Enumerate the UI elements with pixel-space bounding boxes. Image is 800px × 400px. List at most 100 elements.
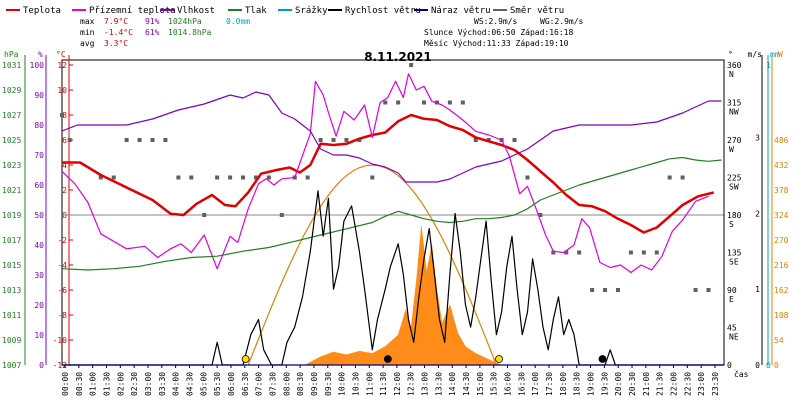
wind-dir-point — [253, 175, 258, 180]
wind-dir-point — [551, 250, 556, 255]
chart-title: 8.11.2021 — [364, 50, 432, 64]
x-tick-label: 13:00 — [421, 372, 430, 396]
deg-tick-label: 180 — [727, 211, 742, 220]
wind-dir-point — [693, 288, 698, 292]
event-marker — [495, 355, 503, 363]
series-line-p-zemn-teplota — [61, 73, 709, 274]
stats-panel: max 7.9°C 91% 1024hPa 0.0mm min -1.4°C 6… — [80, 17, 250, 48]
wind-dir-point — [577, 250, 582, 255]
x-tick-label: 08:30 — [296, 372, 305, 396]
wind-dir-point — [189, 175, 194, 180]
w-tick-label: 324 — [774, 211, 789, 220]
wind-dir-point — [60, 113, 64, 117]
temp-tick-label: 8 — [62, 111, 67, 120]
temp-tick-label: -8 — [57, 311, 67, 320]
stat-min-label: min — [80, 28, 95, 37]
x-tick-label: 15:00 — [476, 372, 485, 396]
pct-tick-label: 90 — [34, 91, 44, 100]
stat-min-press: 1014.8hPa — [168, 28, 212, 37]
x-tick-label: 17:30 — [545, 372, 554, 396]
wind-dir-point — [628, 250, 633, 255]
stat-max-label: max — [80, 17, 95, 26]
deg-tick-label: 225 — [727, 174, 742, 183]
x-tick-label: 10:30 — [351, 372, 360, 396]
x-tick-label: 12:30 — [407, 372, 416, 396]
wind-wg: WG:2.9m/s — [540, 17, 584, 26]
deg-dir-label: NW — [729, 108, 739, 117]
wind-dir-point — [654, 250, 659, 255]
wind-dir-point — [590, 288, 595, 292]
w-tick-label: 0 — [774, 361, 779, 370]
wind-dir-point — [370, 175, 375, 180]
deg-tick-label: 45 — [727, 324, 737, 333]
wind-dir-point — [603, 288, 608, 292]
x-tick-label: 08:00 — [282, 372, 291, 396]
deg-tick-label: 360 — [727, 61, 742, 70]
x-tick-label: 19:00 — [587, 372, 596, 396]
legend-label: Přízemní teplota — [89, 6, 176, 16]
temp-axis-label: °C — [56, 50, 66, 59]
wind-dir-point — [137, 138, 142, 142]
x-tick-label: 13:30 — [434, 372, 443, 396]
temp-tick-label: -2 — [57, 236, 67, 245]
hpa-tick-label: 1025 — [2, 136, 21, 145]
x-tick-label: 23:00 — [697, 372, 706, 396]
wind-dir-point — [279, 213, 284, 217]
wind-dir-point — [266, 175, 271, 180]
legend-label: Rychlost větru — [345, 6, 421, 16]
temp-tick-label: 2 — [62, 186, 67, 195]
stat-avg-label: avg — [80, 39, 95, 48]
wind-dir-point — [124, 138, 129, 142]
pct-axis-label: % — [38, 50, 43, 59]
mm-tick-label: 1 — [766, 61, 771, 70]
x-tick-label: 06:30 — [241, 372, 250, 396]
wind-dir-point — [202, 213, 207, 217]
stat-min-hum: 61% — [145, 28, 160, 37]
wind-dir-point — [344, 138, 349, 142]
hpa-tick-label: 1023 — [2, 161, 21, 170]
hpa-tick-label: 1027 — [2, 111, 21, 120]
x-tick-label: 07:30 — [268, 372, 277, 396]
x-tick-label: 21:30 — [656, 372, 665, 396]
x-tick-label: 14:30 — [462, 372, 471, 396]
ms-axis-label: m/s — [748, 50, 763, 59]
hpa-tick-label: 1017 — [2, 236, 21, 245]
temp-tick-label: 10 — [57, 86, 67, 95]
x-tick-label: 02:30 — [130, 372, 139, 396]
hpa-tick-label: 1013 — [2, 286, 21, 295]
w-tick-label: 216 — [774, 261, 789, 270]
stat-max-press: 1024hPa — [168, 17, 202, 26]
legend-label: Náraz větru — [431, 6, 491, 16]
radiation-area — [304, 226, 502, 366]
event-marker — [383, 355, 392, 363]
wind-dir-point — [422, 100, 427, 105]
solar-curve-group — [247, 164, 497, 366]
wind-dir-point — [667, 175, 672, 180]
temp-tick-label: 6 — [62, 136, 67, 145]
pct-tick-label: 30 — [34, 271, 44, 280]
temp-tick-label: -4 — [57, 261, 67, 270]
stat-max-rain: 0.0mm — [226, 17, 250, 26]
deg-tick-label: 90 — [727, 286, 737, 295]
ms-tick-label: 2 — [755, 209, 760, 218]
wind-dir-point — [564, 250, 569, 255]
wind-ws: WS:2.9m/s — [474, 17, 518, 26]
deg-dir-label: N — [729, 70, 734, 79]
wind-dir-point — [525, 175, 530, 180]
deg-dir-label: SW — [729, 183, 739, 192]
mm-axis-label: mm — [770, 50, 780, 59]
wind-dir-point — [396, 100, 401, 105]
mm-tick-label: 0 — [766, 361, 771, 370]
x-tick-label: 04:30 — [185, 372, 194, 396]
hpa-tick-label: 1011 — [2, 311, 21, 320]
series-line-teplota — [62, 113, 714, 234]
x-tick-label: 03:00 — [144, 372, 153, 396]
pct-tick-label: 0 — [39, 361, 44, 370]
x-tick-label: 01:00 — [89, 372, 98, 396]
x-tick-label: 22:30 — [683, 372, 692, 396]
wind-dir-point — [228, 175, 233, 180]
x-tick-label: 14:00 — [448, 372, 457, 396]
x-tick-label: 21:00 — [642, 372, 651, 396]
wind-dir-point — [512, 138, 517, 142]
